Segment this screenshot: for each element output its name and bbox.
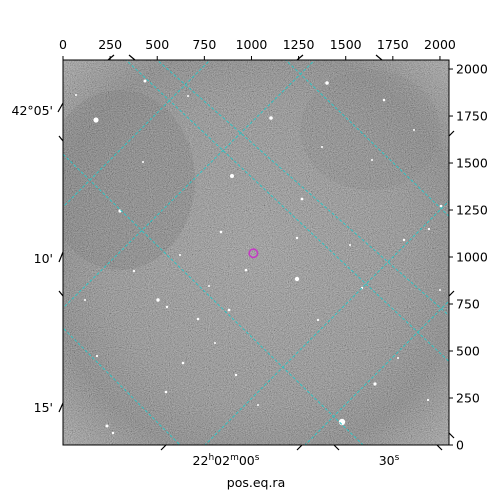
- star: [439, 204, 443, 208]
- world-tick-mark: [58, 251, 64, 263]
- star: [382, 98, 386, 102]
- y-tick-label: 2000: [456, 62, 488, 77]
- star: [338, 418, 346, 426]
- star: [325, 81, 329, 85]
- star: [227, 308, 231, 312]
- coordinate-grid: [63, 60, 449, 445]
- x-axis-label: pos.eq.ra: [227, 475, 285, 490]
- target-marker: [248, 248, 259, 259]
- y-tick-label: 1750: [456, 109, 488, 124]
- world-tick-mark: [128, 54, 136, 61]
- star: [269, 116, 273, 120]
- star: [244, 268, 248, 272]
- star: [75, 94, 77, 96]
- target-marker-circle: [248, 248, 259, 259]
- star: [295, 236, 299, 240]
- star: [427, 227, 431, 231]
- image-area: [63, 60, 449, 445]
- star: [316, 318, 320, 322]
- star: [349, 244, 351, 246]
- x-tick-label: 750: [192, 37, 216, 52]
- dec-tick-label-2: 10': [34, 251, 53, 266]
- star: [219, 230, 223, 234]
- stars-layer: [75, 79, 443, 435]
- x-pixel-ticks: 0 250 500 750 1000 1250 1500 1750 2000: [59, 37, 456, 60]
- star: [105, 424, 109, 428]
- star: [230, 174, 234, 178]
- star: [143, 79, 147, 83]
- y-tick-label: 250: [456, 391, 480, 406]
- x-tick-label: 1750: [377, 37, 409, 52]
- star: [321, 146, 323, 148]
- world-tick-mark: [296, 54, 304, 61]
- star: [208, 285, 210, 287]
- x-tick-label: 1250: [283, 37, 315, 52]
- x-tick-label: 1500: [330, 37, 362, 52]
- star: [426, 398, 430, 402]
- world-tick-mark: [296, 444, 303, 451]
- dec-tick-label-1: 42°05': [12, 103, 54, 118]
- star: [300, 197, 304, 201]
- star: [371, 159, 373, 161]
- world-tick-mark: [333, 444, 340, 451]
- grid-line: [304, 300, 449, 445]
- y-tick-label: 500: [456, 344, 480, 359]
- world-tick-mark: [448, 130, 455, 137]
- x-tick-label: 0: [59, 37, 67, 52]
- grid-line: [125, 60, 449, 363]
- world-tick-mark: [57, 102, 64, 113]
- star: [234, 373, 238, 377]
- world-tick-mark: [58, 290, 64, 297]
- x-tick-label: 1000: [236, 37, 268, 52]
- ra-tick-label-1: 22h02m00s: [193, 453, 260, 468]
- y-tick-label: 0: [456, 438, 464, 453]
- star: [111, 431, 115, 435]
- world-coordinate-ticks: [57, 54, 455, 451]
- y-pixel-ticks: 0 250 500 750 1000 1250 1500 1750 2000: [449, 62, 488, 453]
- star: [402, 238, 406, 242]
- y-tick-label: 1500: [456, 156, 488, 171]
- star: [93, 117, 99, 123]
- star: [294, 276, 300, 282]
- world-tick-mark: [160, 444, 167, 451]
- world-tick-mark: [448, 432, 455, 439]
- star: [179, 254, 181, 256]
- grid-line: [63, 327, 181, 445]
- grid-line: [204, 200, 449, 445]
- world-tick-mark: [448, 290, 455, 297]
- y-tick-label: 1000: [456, 250, 488, 265]
- world-tick-mark: [375, 54, 383, 61]
- star: [196, 317, 200, 321]
- ra-tick-label-2: 30s: [379, 453, 400, 468]
- world-tick-mark: [58, 402, 64, 413]
- dec-tick-label-3: 15': [34, 400, 53, 415]
- world-tick-mark: [58, 135, 64, 142]
- star: [439, 289, 441, 291]
- star: [165, 305, 169, 309]
- star: [187, 95, 189, 97]
- star: [257, 404, 259, 406]
- star: [214, 342, 216, 344]
- star: [413, 129, 415, 131]
- star: [181, 361, 185, 365]
- star: [156, 298, 160, 302]
- star: [95, 354, 99, 358]
- star: [373, 382, 377, 386]
- grid-line: [63, 60, 316, 309]
- star: [397, 357, 399, 359]
- y-tick-label: 1250: [456, 203, 488, 218]
- star: [164, 390, 168, 394]
- star: [142, 161, 144, 163]
- star: [84, 299, 86, 301]
- y-tick-label: 750: [456, 297, 480, 312]
- x-tick-label: 500: [145, 37, 169, 52]
- star: [132, 269, 136, 273]
- world-tick-mark: [107, 54, 115, 61]
- world-tick-mark: [436, 444, 443, 451]
- x-tick-label: 250: [98, 37, 122, 52]
- x-tick-label: 2000: [424, 37, 456, 52]
